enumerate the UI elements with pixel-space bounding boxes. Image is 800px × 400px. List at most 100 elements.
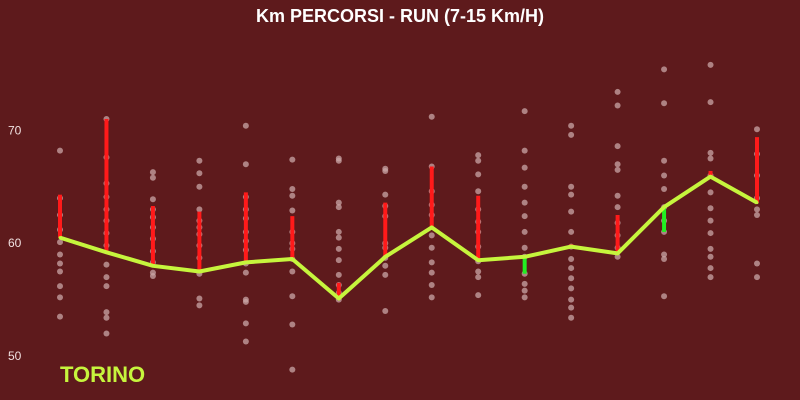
- data-point: [289, 366, 296, 373]
- data-point: [568, 296, 575, 303]
- data-point: [335, 199, 342, 206]
- data-point: [568, 265, 575, 272]
- data-point: [289, 207, 296, 214]
- data-point: [707, 205, 714, 212]
- data-point: [196, 183, 203, 190]
- data-point: [382, 191, 389, 198]
- data-point: [382, 167, 389, 174]
- data-point: [57, 283, 63, 290]
- data-point: [754, 212, 760, 218]
- data-point: [568, 275, 575, 282]
- line-point: [616, 251, 620, 255]
- data-point: [242, 298, 249, 305]
- data-point: [289, 186, 296, 193]
- data-point: [475, 157, 482, 164]
- data-point: [614, 143, 621, 150]
- data-point: [521, 164, 528, 171]
- line-point: [755, 201, 759, 205]
- data-point: [568, 304, 575, 311]
- data-point: [289, 156, 296, 163]
- data-point: [661, 293, 668, 300]
- data-point: [754, 126, 760, 133]
- data-point: [428, 244, 435, 251]
- data-point: [614, 166, 621, 173]
- data-point: [57, 251, 63, 258]
- data-point: [382, 271, 389, 278]
- data-point: [521, 228, 528, 235]
- data-point: [335, 257, 342, 264]
- data-point: [707, 155, 714, 162]
- data-point: [754, 260, 760, 267]
- data-point: [568, 122, 575, 129]
- bars-layer: [58, 119, 759, 299]
- data-point: [335, 271, 342, 278]
- data-point: [475, 274, 482, 281]
- data-point: [335, 228, 342, 235]
- data-point: [289, 268, 296, 275]
- data-point: [57, 147, 63, 154]
- data-point: [149, 174, 156, 181]
- line-point: [569, 245, 573, 249]
- data-point: [521, 287, 528, 294]
- y-tick-label: 70: [8, 123, 22, 137]
- line-point: [476, 258, 480, 262]
- data-point: [754, 206, 760, 213]
- data-point: [335, 245, 342, 252]
- data-point: [614, 253, 621, 260]
- data-point: [707, 253, 714, 260]
- data-point: [382, 307, 389, 314]
- data-point: [568, 183, 575, 190]
- data-point: [661, 256, 668, 263]
- data-point: [521, 147, 528, 154]
- data-point: [428, 259, 435, 266]
- y-tick-label: 60: [8, 236, 22, 250]
- data-point: [614, 161, 621, 168]
- data-point: [475, 292, 482, 299]
- data-point: [196, 206, 203, 213]
- data-point: [242, 161, 249, 168]
- data-point: [103, 283, 110, 290]
- line-point: [337, 297, 341, 301]
- data-point: [521, 280, 528, 287]
- data-point: [242, 338, 249, 345]
- data-point: [196, 157, 203, 164]
- data-point: [521, 244, 528, 251]
- data-point: [661, 100, 668, 107]
- data-point: [289, 192, 296, 199]
- data-point: [707, 61, 714, 68]
- data-point: [707, 230, 714, 237]
- data-point: [242, 122, 249, 129]
- data-point: [707, 245, 714, 252]
- data-point: [661, 186, 668, 193]
- data-point: [289, 293, 296, 300]
- data-point: [521, 213, 528, 220]
- data-point: [335, 234, 342, 241]
- data-point: [661, 251, 668, 258]
- data-point: [614, 192, 621, 199]
- chart-title: Km PERCORSI - RUN (7-15 Km/H): [256, 6, 544, 26]
- data-point: [475, 152, 482, 159]
- data-point: [661, 157, 668, 164]
- data-point: [521, 108, 528, 115]
- data-point: [707, 189, 714, 196]
- data-point: [196, 295, 203, 302]
- data-point: [382, 262, 389, 269]
- data-point: [149, 272, 156, 279]
- data-point: [568, 256, 575, 263]
- data-point: [103, 314, 110, 321]
- data-point: [521, 183, 528, 190]
- line-point: [244, 260, 248, 264]
- data-point: [568, 131, 575, 138]
- data-point: [661, 172, 668, 179]
- data-point: [57, 268, 63, 275]
- line-point: [58, 236, 62, 240]
- line-point: [290, 257, 294, 261]
- y-axis-ticks: 50 60 70: [8, 123, 22, 363]
- data-point: [428, 232, 435, 239]
- data-point: [103, 330, 110, 337]
- data-point: [428, 113, 435, 120]
- data-point: [475, 171, 482, 178]
- line-point: [709, 175, 713, 179]
- data-point: [707, 265, 714, 272]
